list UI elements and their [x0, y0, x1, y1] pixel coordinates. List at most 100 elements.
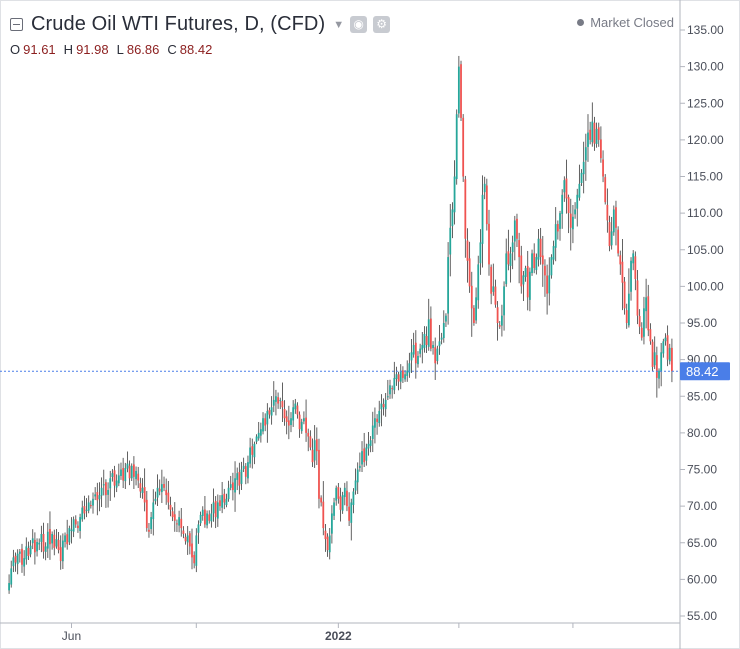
candle-body — [584, 147, 587, 161]
candle-body — [358, 465, 361, 468]
y-tick-label: 80.00 — [687, 426, 717, 440]
candle-body — [462, 117, 465, 177]
candle-body — [600, 139, 602, 159]
candle-body — [574, 209, 576, 215]
candle — [160, 469, 163, 504]
candle-body — [589, 129, 592, 140]
candle — [279, 397, 282, 410]
candle-body — [240, 469, 243, 484]
candle — [600, 126, 602, 163]
candle — [137, 466, 140, 489]
candle-body — [526, 266, 529, 298]
candle-body — [563, 180, 566, 193]
candle-body — [376, 418, 378, 422]
candle — [492, 263, 495, 296]
candle-body — [565, 178, 568, 199]
candle-body — [29, 545, 32, 555]
candle-body — [18, 551, 21, 554]
candle — [167, 480, 170, 510]
candle-body — [617, 229, 620, 254]
candle — [380, 394, 383, 427]
candle — [520, 245, 523, 294]
candle-body — [44, 546, 47, 552]
candle — [572, 204, 574, 244]
candle — [582, 141, 585, 194]
candle-body — [374, 418, 376, 428]
candle-body — [346, 490, 348, 507]
candle — [148, 522, 150, 538]
candle — [165, 478, 168, 505]
candle-body — [315, 439, 318, 452]
candle-body — [77, 525, 79, 529]
candle — [451, 202, 454, 239]
candle-body — [135, 470, 137, 480]
candle-body — [283, 408, 286, 419]
candle-body — [451, 209, 454, 227]
collapse-icon[interactable] — [10, 17, 23, 31]
candle — [449, 203, 452, 277]
candle — [468, 241, 471, 293]
candle-body — [455, 114, 458, 179]
candle — [300, 418, 303, 434]
candle — [68, 525, 71, 546]
candle — [100, 477, 103, 508]
candle-body — [79, 517, 81, 532]
candle — [361, 441, 363, 473]
candle — [244, 463, 247, 485]
candle — [313, 425, 316, 468]
candle-body — [169, 504, 172, 510]
candle — [638, 309, 641, 335]
candle — [660, 342, 663, 387]
candle — [462, 114, 465, 182]
candle-body — [89, 504, 92, 507]
candle-body — [406, 370, 409, 376]
candle — [374, 407, 376, 444]
candle-body — [544, 265, 546, 276]
candle — [378, 400, 381, 427]
candle-body — [630, 260, 632, 292]
caret-down-icon[interactable]: ▼ — [333, 19, 345, 31]
candle-body — [645, 297, 647, 312]
candle — [627, 268, 630, 328]
candle — [645, 278, 647, 329]
gear-icon[interactable]: ⚙ — [373, 15, 391, 33]
candle — [412, 332, 415, 358]
eye-icon[interactable]: ◉ — [350, 15, 368, 33]
candle — [92, 492, 94, 514]
candle — [640, 322, 643, 341]
candle-body — [505, 253, 508, 285]
candle-body — [313, 440, 316, 461]
candle-body — [287, 420, 290, 426]
candle-body — [105, 482, 107, 496]
candle — [285, 410, 288, 435]
candle-body — [587, 132, 589, 147]
candle-body — [408, 363, 411, 373]
candle — [204, 495, 206, 528]
candle — [563, 176, 566, 202]
candle-body — [561, 194, 564, 214]
candle — [662, 338, 665, 358]
candle-body — [397, 374, 400, 382]
candle-body — [666, 335, 669, 360]
candle-body — [94, 494, 97, 497]
candle — [191, 528, 193, 570]
candle — [429, 306, 432, 352]
y-tick-label: 130.00 — [687, 60, 724, 74]
candle — [12, 549, 15, 573]
candle — [363, 432, 366, 468]
candle-body — [212, 502, 215, 514]
candle-body — [449, 227, 452, 255]
candle-body — [36, 542, 38, 552]
candle — [330, 505, 333, 544]
candle-body — [188, 533, 191, 547]
candle-body — [27, 547, 30, 556]
candle-body — [541, 255, 544, 265]
candle — [569, 198, 572, 251]
candle-body — [528, 271, 531, 300]
candle-body — [223, 493, 226, 503]
candle — [643, 296, 645, 345]
candle — [117, 463, 120, 487]
candle — [528, 267, 531, 312]
candle — [533, 243, 536, 274]
